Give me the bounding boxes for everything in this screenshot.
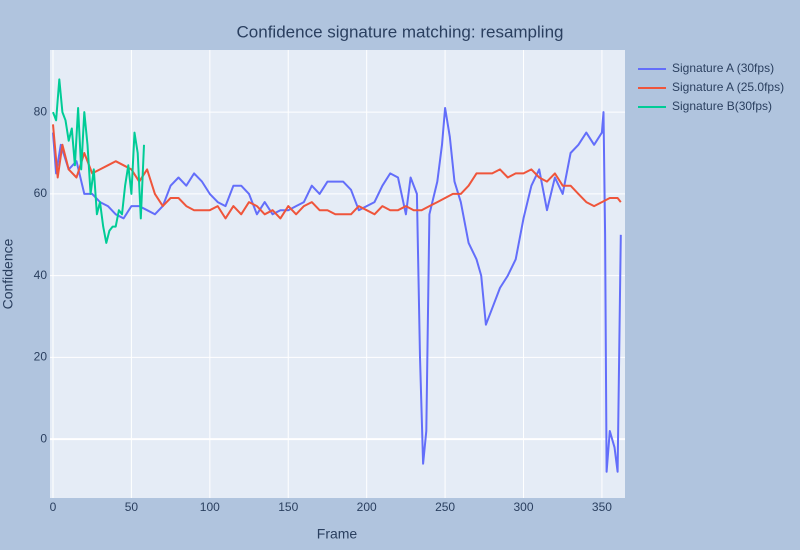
y-tick-label: 20 — [34, 350, 48, 364]
y-tick-label: 80 — [34, 104, 48, 118]
x-tick-label: 200 — [357, 500, 377, 514]
plot-area — [50, 50, 625, 498]
x-axis-title: Frame — [317, 526, 358, 542]
x-tick-label: 300 — [514, 500, 534, 514]
legend-label: Signature B(30fps) — [672, 99, 772, 113]
x-tick-label: 250 — [435, 500, 455, 514]
x-tick-label: 350 — [592, 500, 612, 514]
y-tick-label: 0 — [40, 431, 47, 445]
x-tick-label: 0 — [50, 500, 57, 514]
legend-label: Signature A (25.0fps) — [672, 80, 784, 94]
y-tick-label: 60 — [34, 186, 48, 200]
x-tick-label: 150 — [278, 500, 298, 514]
series-line — [52, 107, 622, 473]
y-tick-label: 40 — [34, 268, 48, 282]
series-line — [52, 78, 145, 244]
legend-label: Signature A (30fps) — [672, 61, 774, 75]
x-tick-label: 100 — [200, 500, 220, 514]
x-tick-label: 50 — [125, 500, 139, 514]
chart-title: Confidence signature matching: resamplin… — [237, 22, 564, 41]
y-axis-title: Confidence — [0, 238, 16, 309]
